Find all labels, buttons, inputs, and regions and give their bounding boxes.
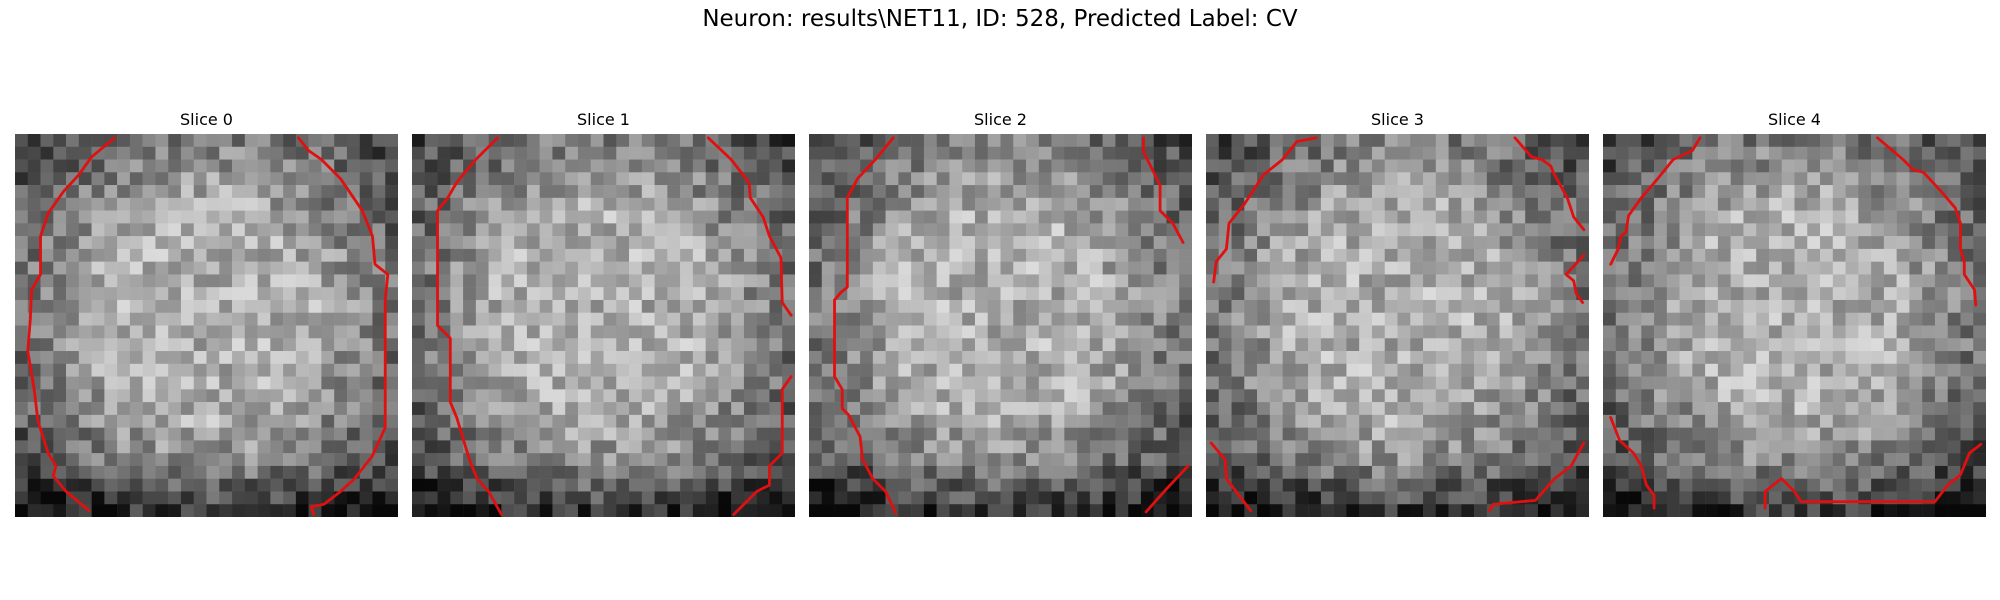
contour-line — [833, 136, 898, 515]
slice-title: Slice 0 — [180, 110, 233, 129]
contour-line — [1144, 464, 1190, 514]
contour-line — [1876, 136, 1978, 307]
contour-line — [1763, 442, 1983, 510]
contour-line — [297, 136, 390, 516]
slice-image — [1603, 134, 1986, 517]
contour-line — [1142, 136, 1185, 244]
slice-image — [412, 134, 795, 517]
slice-title: Slice 4 — [1768, 110, 1821, 129]
slice-panel-1: Slice 1 — [412, 110, 795, 520]
contour-line — [1212, 136, 1318, 284]
contour-line — [706, 136, 793, 317]
slice-title: Slice 3 — [1371, 110, 1424, 129]
slice-panel-3: Slice 3 — [1206, 110, 1589, 520]
contour-line — [26, 136, 116, 513]
slice-image — [1206, 134, 1589, 517]
slice-image — [809, 134, 1192, 517]
contour-line — [1609, 136, 1702, 266]
figure-title: Neuron: results\NET11, ID: 528, Predicte… — [702, 6, 1298, 32]
contour-line — [1564, 253, 1586, 304]
contour-line — [1609, 416, 1656, 510]
contour-line — [1488, 441, 1586, 513]
slice-panel-0: Slice 0 — [15, 110, 398, 520]
slice-title: Slice 1 — [577, 110, 630, 129]
slice-image — [15, 134, 398, 517]
contour-line — [1209, 441, 1253, 513]
contour-line — [1513, 136, 1586, 232]
contour-line — [436, 136, 503, 516]
slice-panel-2: Slice 2 — [809, 110, 1192, 520]
contour-line — [732, 375, 793, 516]
slice-panel-4: Slice 4 — [1603, 110, 1986, 520]
slice-title: Slice 2 — [974, 110, 1027, 129]
